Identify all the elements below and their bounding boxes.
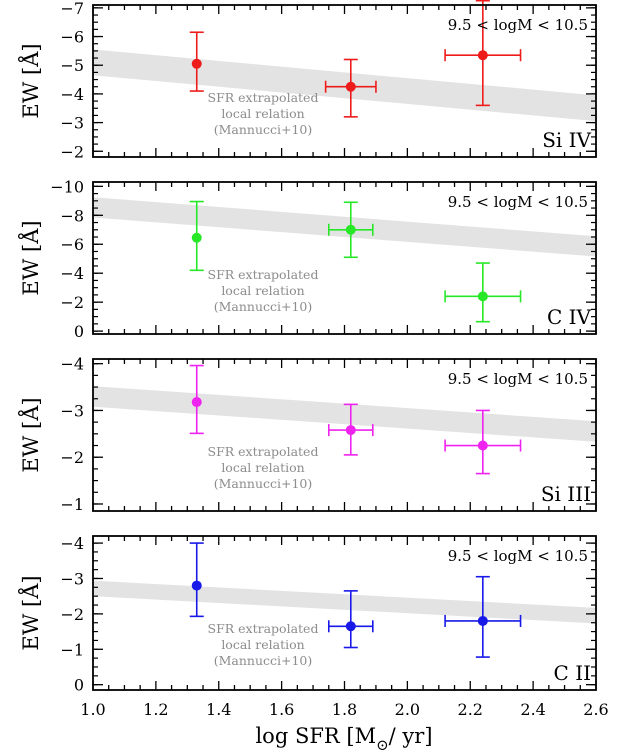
x-tick-label: 2.2 [458, 700, 483, 719]
x-axis-label: log SFR [M⊙/ yr] [255, 724, 432, 752]
band-annotation-line: local relation [221, 637, 304, 652]
y-tick-label: −3 [60, 569, 84, 588]
band-annotation-line: local relation [221, 283, 304, 298]
y-tick-label: −4 [60, 355, 84, 374]
y-axis-label-suffix: ] [19, 220, 43, 228]
data-point [345, 81, 356, 92]
band-annotation-line: SFR extrapolated [208, 444, 319, 459]
y-axis-label: EW [Å] [18, 397, 43, 472]
y-axis-label-prefix: EW [ [19, 599, 43, 651]
data-point [191, 580, 202, 591]
y-axis-label-unit: Å [18, 51, 43, 68]
y-tick-label: −4 [60, 534, 84, 553]
y-axis-label-suffix: ] [19, 43, 43, 51]
y-axis-label-unit: Å [18, 405, 43, 422]
data-point [477, 291, 488, 302]
data-point [345, 224, 356, 235]
x-axis-label-main: log SFR [M [255, 724, 376, 748]
mass-range-label: 9.5 < logM < 10.5 [448, 547, 588, 565]
ion-label: Si IV [542, 128, 591, 152]
y-tick-label: −2 [60, 142, 84, 161]
y-axis-label: EW [Å] [18, 43, 43, 118]
panel-frame [92, 358, 597, 512]
band-annotation-line: (Mannucci+10) [214, 122, 313, 137]
x-tick-label: 1.8 [332, 700, 357, 719]
y-axis-label-prefix: EW [ [19, 421, 43, 473]
mass-range-label: 9.5 < logM < 10.5 [448, 16, 588, 34]
x-tick-label: 1.4 [206, 700, 231, 719]
x-tick-label: 2.6 [583, 700, 608, 719]
band-annotation-line: (Mannucci+10) [214, 476, 313, 491]
y-tick-label: −1 [60, 640, 84, 659]
y-tick-label: −7 [60, 0, 84, 18]
data-point [477, 50, 488, 61]
data-point [477, 615, 488, 626]
mass-range-label: 9.5 < logM < 10.5 [448, 370, 588, 388]
x-axis-label-tail: / yr] [389, 724, 433, 748]
y-tick-label: −6 [60, 28, 84, 47]
data-point [191, 232, 202, 243]
band-annotation-line: SFR extrapolated [208, 267, 319, 282]
ion-label: Si III [541, 482, 591, 506]
x-axis-label-subscript: ⊙ [376, 736, 389, 752]
y-tick-label: −4 [60, 85, 84, 104]
y-axis-label: EW [Å] [18, 575, 43, 650]
y-axis-label-suffix: ] [19, 397, 43, 405]
y-tick-label: −8 [60, 206, 84, 225]
y-tick-label: 0 [74, 322, 84, 341]
data-point [345, 621, 356, 632]
band-annotation-line: (Mannucci+10) [214, 299, 313, 314]
y-tick-label: −1 [60, 495, 84, 514]
data-point [345, 425, 356, 436]
y-axis-label: EW [Å] [18, 220, 43, 295]
local-relation-band [93, 580, 596, 624]
panel-frame [92, 181, 597, 335]
local-relation-band [93, 386, 596, 442]
data-point [191, 58, 202, 69]
y-tick-label: −3 [60, 114, 84, 133]
band-annotation-line: local relation [221, 106, 304, 121]
y-tick-label: −4 [60, 264, 84, 283]
y-tick-label: −2 [60, 605, 84, 624]
data-point [191, 397, 202, 408]
panel-frame [92, 4, 597, 158]
band-annotation-line: (Mannucci+10) [214, 653, 313, 668]
y-tick-label: −10 [50, 177, 84, 196]
band-annotation-line: local relation [221, 460, 304, 475]
local-relation-band [93, 197, 596, 257]
panel-frame [92, 535, 597, 691]
x-tick-label: 2.0 [395, 700, 420, 719]
band-annotation-line: SFR extrapolated [208, 90, 319, 105]
y-tick-label: −3 [60, 401, 84, 420]
ion-label: C II [554, 661, 591, 685]
x-tick-label: 1.6 [269, 700, 294, 719]
y-tick-label: 0 [74, 676, 84, 695]
y-axis-label-prefix: EW [ [19, 67, 43, 119]
y-tick-label: −2 [60, 293, 84, 312]
x-tick-label: 2.4 [520, 700, 545, 719]
y-axis-label-suffix: ] [19, 575, 43, 583]
y-axis-label-unit: Å [18, 228, 43, 245]
y-tick-label: −2 [60, 448, 84, 467]
local-relation-band [93, 49, 596, 122]
y-axis-label-unit: Å [18, 583, 43, 600]
y-tick-label: −6 [60, 235, 84, 254]
x-tick-label: 1.0 [80, 700, 105, 719]
data-point [477, 440, 488, 451]
ion-label: C IV [547, 305, 592, 329]
y-tick-label: −5 [60, 56, 84, 75]
y-axis-label-prefix: EW [ [19, 244, 43, 296]
band-annotation-line: SFR extrapolated [208, 621, 319, 636]
mass-range-label: 9.5 < logM < 10.5 [448, 193, 588, 211]
x-tick-label: 1.2 [143, 700, 168, 719]
